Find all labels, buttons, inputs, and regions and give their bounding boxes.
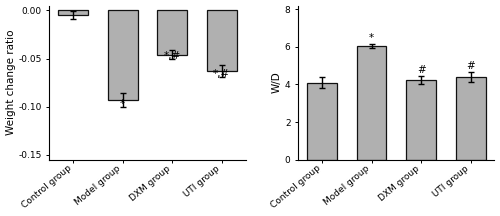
Bar (356, 46, 386, 160)
Text: #: # (466, 61, 475, 71)
Bar (158, 10, 187, 55)
Bar (406, 80, 436, 160)
Bar (58, 10, 88, 15)
Y-axis label: W/D: W/D (272, 72, 282, 94)
Text: #: # (416, 65, 426, 75)
Text: *: * (120, 98, 125, 109)
Bar (108, 10, 138, 100)
Text: *,#: *,# (213, 69, 230, 79)
Bar (456, 77, 486, 160)
Bar (207, 10, 236, 71)
Bar (307, 83, 337, 160)
Y-axis label: Weight change ratio: Weight change ratio (6, 30, 16, 135)
Text: *,#: *,# (164, 51, 181, 61)
Text: *: * (369, 33, 374, 43)
